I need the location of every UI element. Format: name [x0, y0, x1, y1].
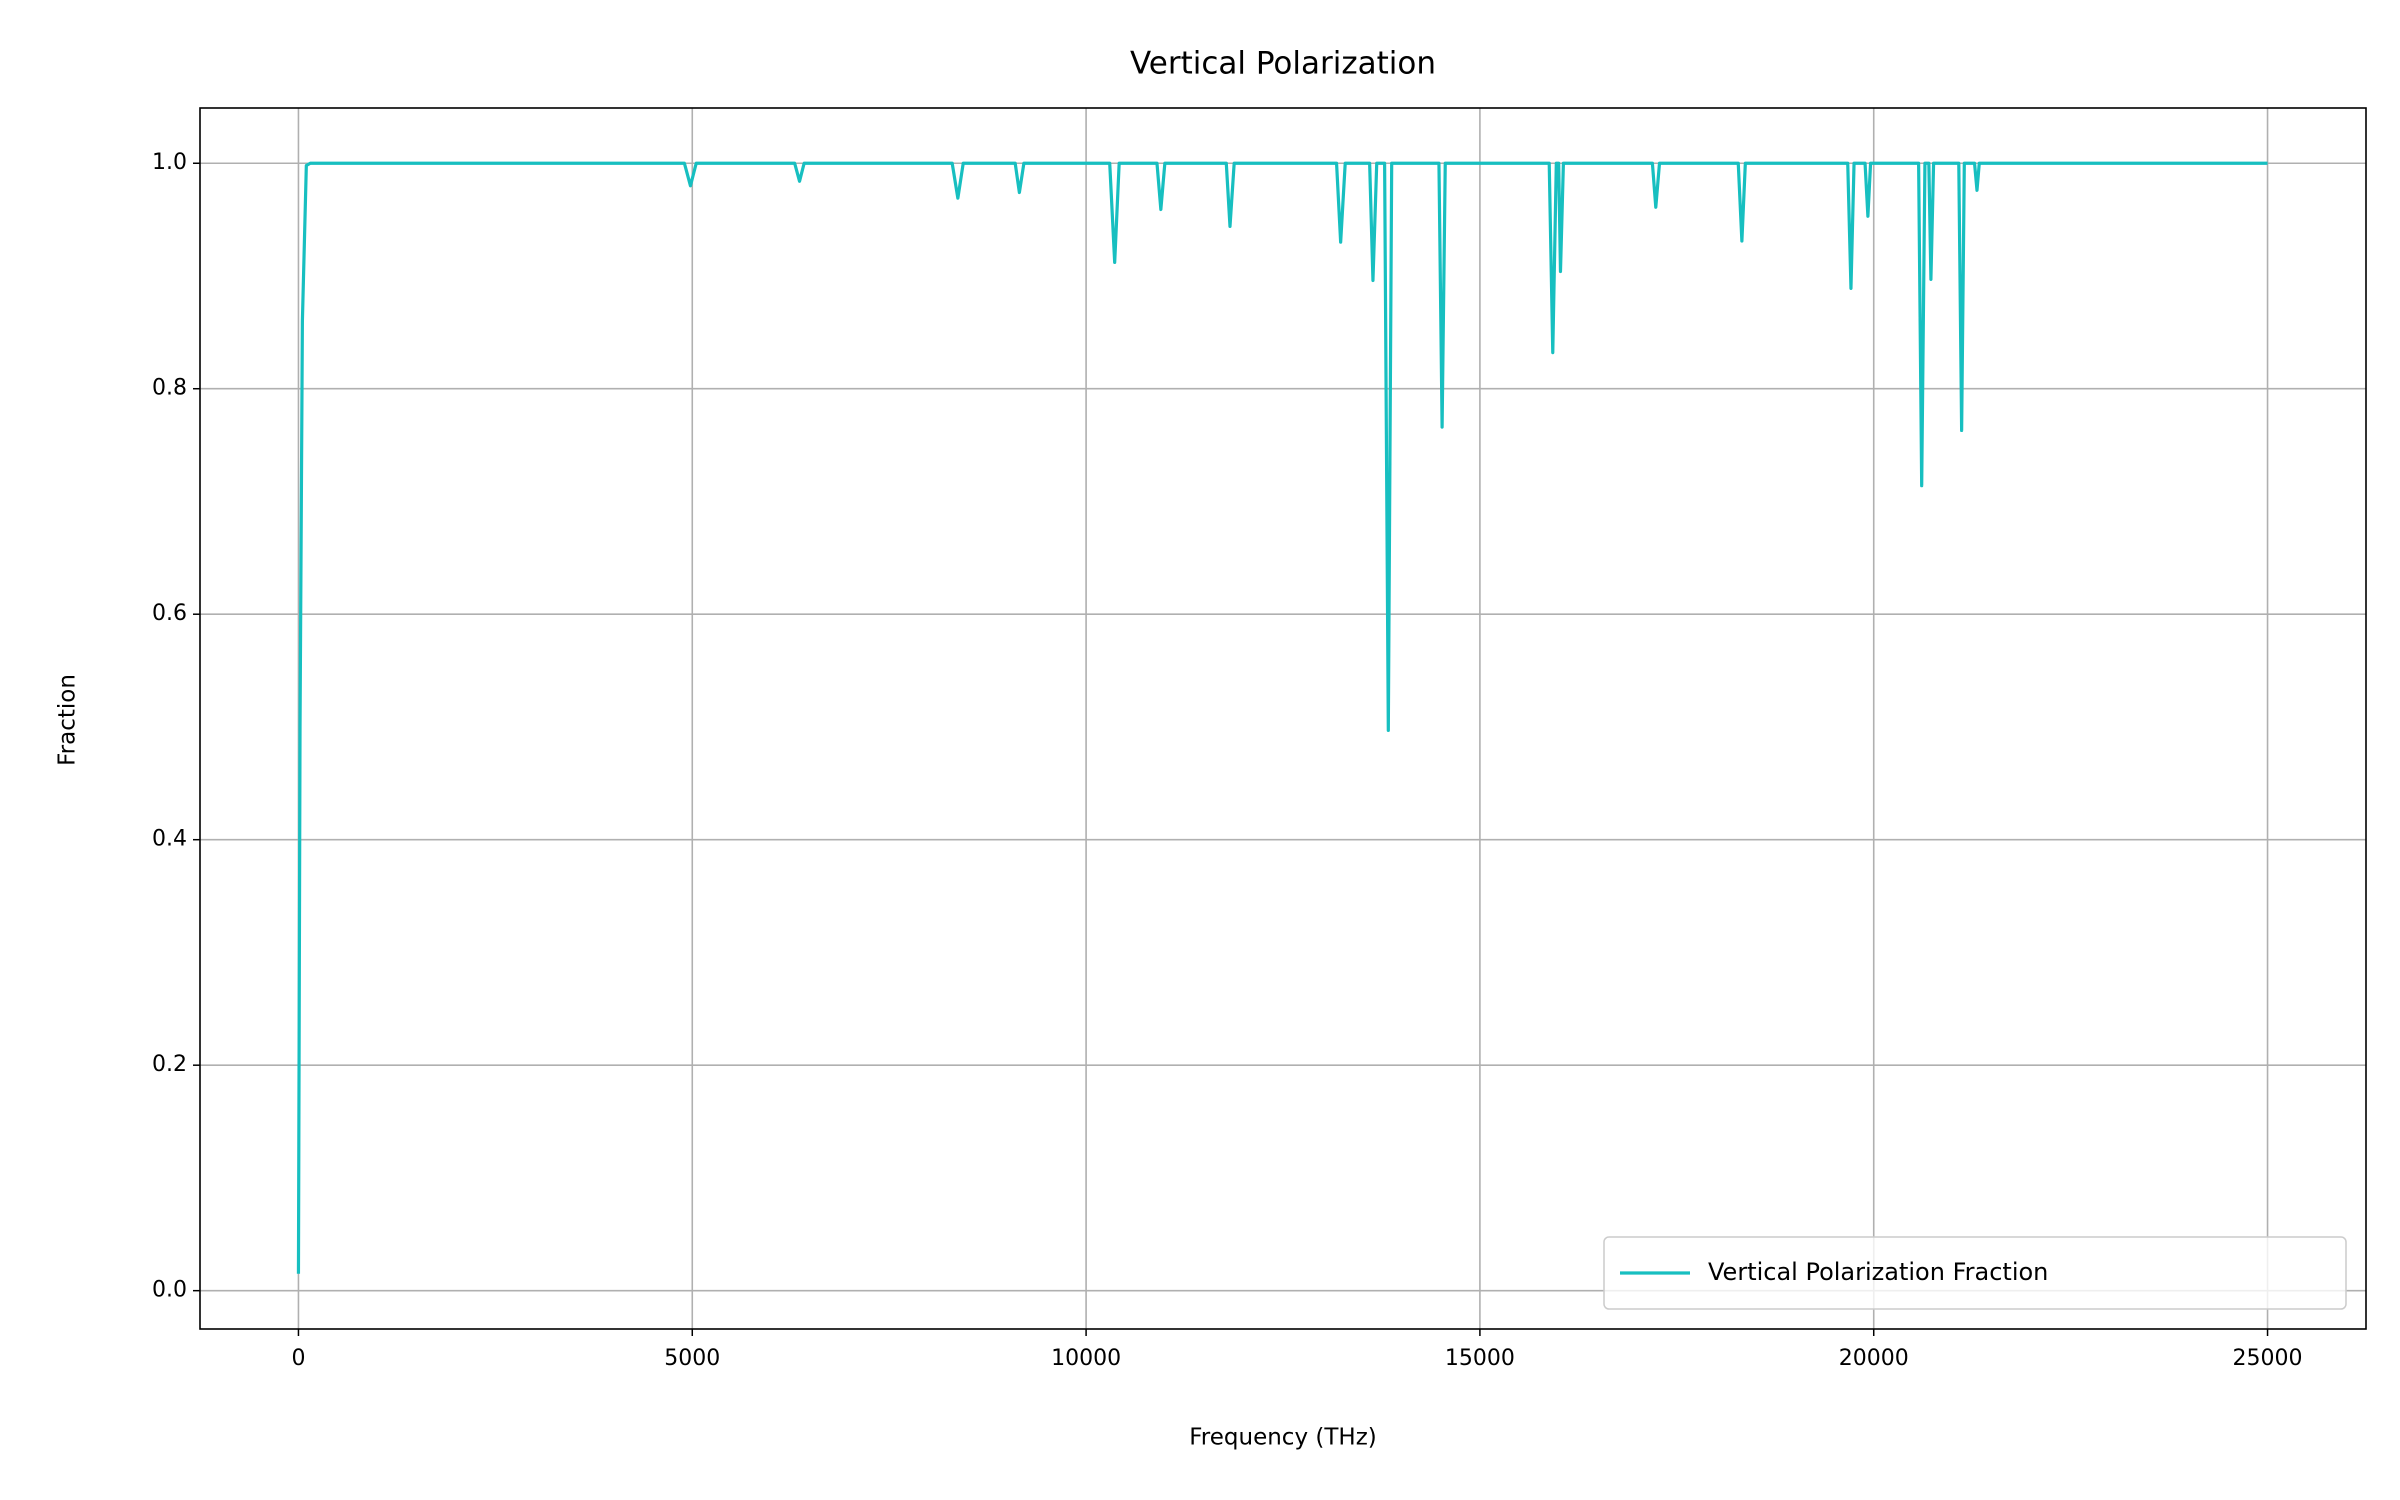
x-tick-label: 0	[291, 1346, 305, 1371]
legend-box	[1603, 1236, 2347, 1310]
x-tick-label: 15000	[1445, 1346, 1515, 1371]
chart-title: Vertical Polarization	[1130, 46, 1436, 82]
x-tick-label: 10000	[1051, 1346, 1121, 1371]
y-tick-label: 1.0	[152, 150, 187, 175]
y-tick-label: 0.6	[152, 601, 187, 626]
x-tick-label: 20000	[1839, 1346, 1909, 1371]
legend-label: Vertical Polarization Fraction	[1708, 1258, 2048, 1286]
x-tick-label: 25000	[2233, 1346, 2303, 1371]
y-tick-label: 0.0	[152, 1278, 187, 1303]
y-axis-label: Fraction	[55, 674, 81, 766]
x-tick-label: 5000	[664, 1346, 720, 1371]
y-tick-label: 0.4	[152, 827, 187, 852]
x-axis-label: Frequency (THz)	[1189, 1425, 1377, 1451]
y-tick-label: 0.8	[152, 376, 187, 401]
plot-frame	[199, 107, 2367, 1330]
legend: Vertical Polarization Fraction	[1603, 1236, 2347, 1310]
y-tick-label: 0.2	[152, 1052, 187, 1077]
data-line	[296, 161, 2268, 1274]
